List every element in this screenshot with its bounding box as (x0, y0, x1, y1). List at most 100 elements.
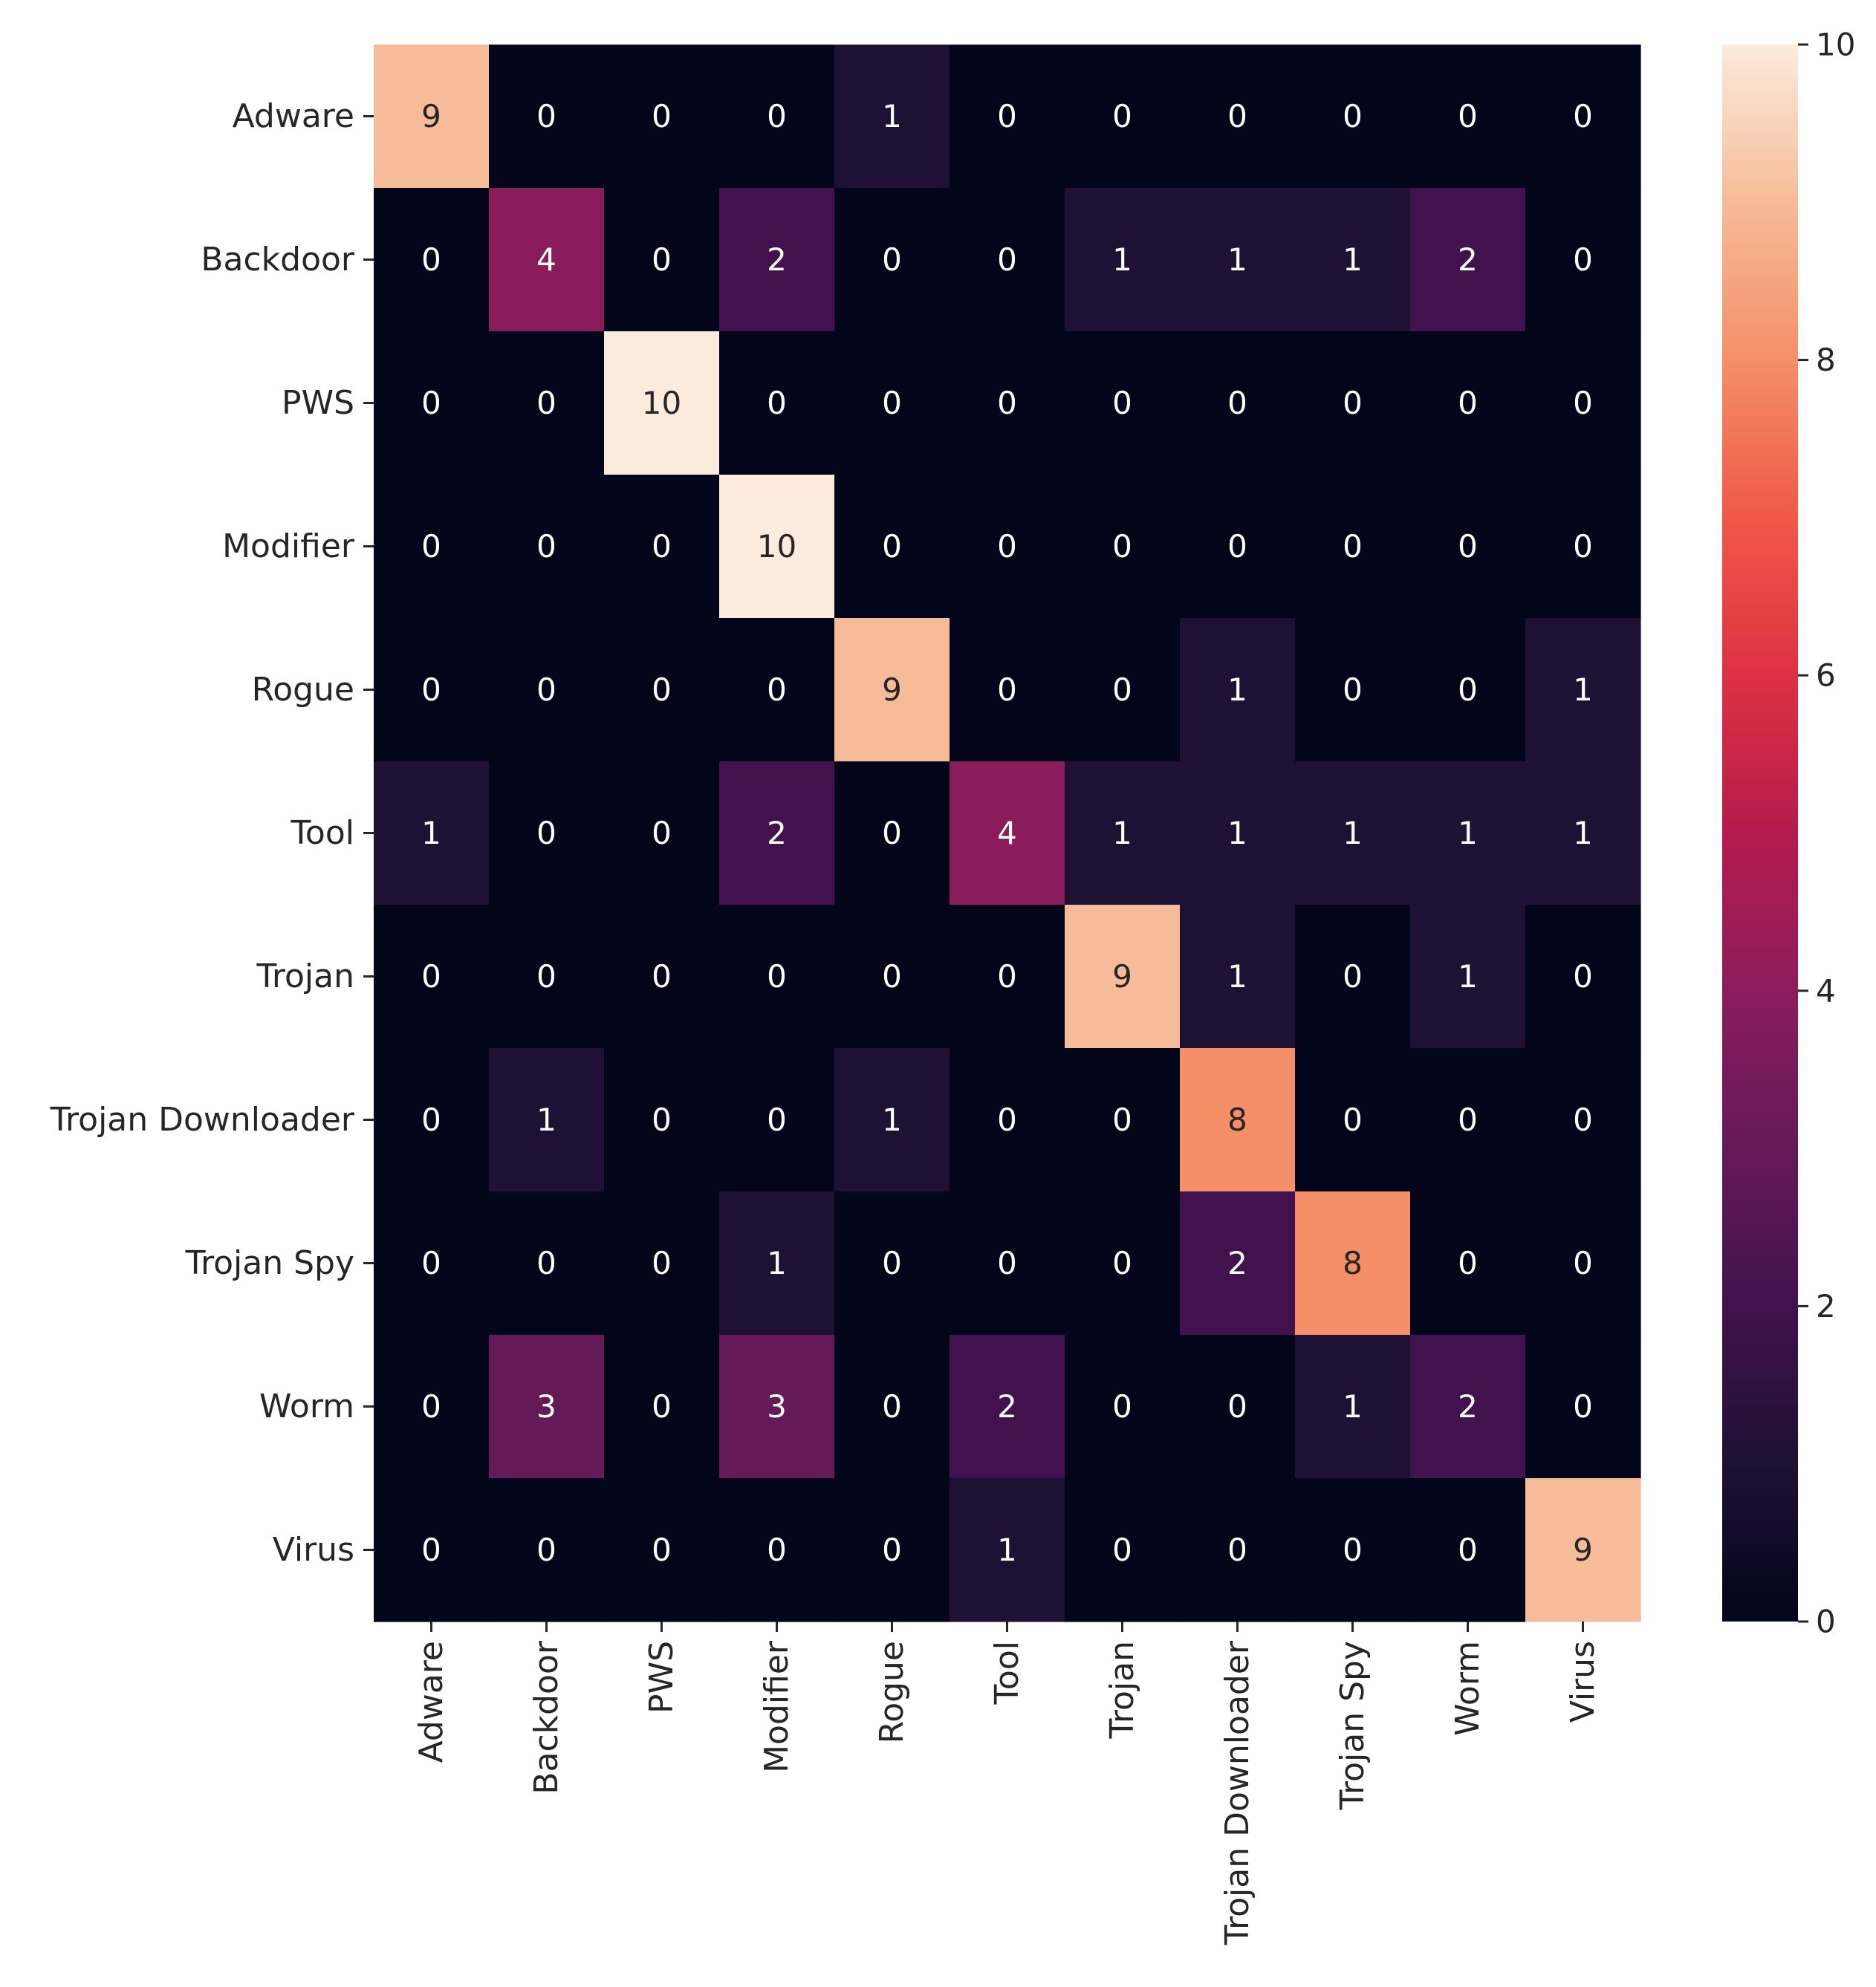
y-tick-label-4: Rogue (252, 671, 354, 709)
heatmap-cell-r3-c2 (604, 475, 720, 619)
heatmap-cell-r6-c2 (604, 905, 720, 1049)
heatmap-cell-r4-c9 (1410, 618, 1526, 762)
cell-value-r5-c7: 1 (1227, 815, 1247, 851)
heatmap-cell-r6-c6 (1065, 905, 1181, 1049)
heatmap-cell-r3-c9 (1410, 475, 1526, 619)
heatmap-cell-r1-c10 (1525, 188, 1641, 332)
cell-value-r9-c0: 0 (421, 1388, 441, 1425)
cell-value-r4-c3: 0 (767, 671, 787, 708)
heatmap-cell-r3-c6 (1065, 475, 1181, 619)
heatmap-cell-r3-c3 (719, 475, 835, 619)
heatmap-cell-r1-c8 (1295, 188, 1411, 332)
heatmap-cell-r9-c7 (1180, 1335, 1296, 1479)
cell-value-r9-c9: 2 (1458, 1388, 1478, 1425)
cell-value-r10-c6: 0 (1112, 1532, 1132, 1568)
cell-value-r9-c1: 3 (536, 1388, 556, 1425)
cell-value-r1-c9: 2 (1458, 241, 1478, 278)
cell-value-r4-c7: 1 (1227, 671, 1247, 708)
heatmap-cell-r10-c5 (950, 1478, 1065, 1622)
heatmap-cell-r3-c8 (1295, 475, 1411, 619)
y-tick-label-8: Trojan Spy (185, 1244, 354, 1282)
heatmap-cell-r6-c1 (489, 905, 605, 1049)
x-tick-label-0: Adware (412, 1641, 450, 1763)
cell-value-r3-c0: 0 (421, 528, 441, 565)
y-tick-label-3: Modifier (222, 527, 355, 565)
y-tick-label-9: Worm (259, 1388, 354, 1425)
heatmap-cell-r7-c7 (1180, 1048, 1296, 1192)
cell-value-r10-c5: 1 (997, 1532, 1017, 1568)
heatmap-cell-r0-c0 (374, 45, 490, 189)
heatmap-cell-r4-c6 (1065, 618, 1181, 762)
cell-value-r4-c9: 0 (1458, 671, 1478, 708)
cell-value-r5-c2: 0 (652, 815, 672, 851)
cell-value-r1-c6: 1 (1112, 241, 1132, 278)
cell-value-r8-c2: 0 (652, 1245, 672, 1281)
heatmap-cells (374, 45, 1641, 1622)
x-tick-label-8: Trojan Spy (1334, 1641, 1372, 1810)
x-tick-label-9: Worm (1449, 1641, 1487, 1736)
cell-value-r2-c1: 0 (536, 385, 556, 421)
cell-value-r5-c8: 1 (1343, 815, 1363, 851)
heatmap-cell-r4-c8 (1295, 618, 1411, 762)
heatmap-cell-r9-c10 (1525, 1335, 1641, 1479)
heatmap-cell-r7-c1 (489, 1048, 605, 1192)
heatmap-cell-r5-c7 (1180, 761, 1296, 905)
cell-value-r7-c6: 0 (1112, 1102, 1132, 1138)
cell-value-r6-c0: 0 (421, 958, 441, 995)
cell-value-r8-c8: 8 (1343, 1245, 1363, 1281)
heatmap-cell-r5-c1 (489, 761, 605, 905)
heatmap-cell-r3-c7 (1180, 475, 1296, 619)
cell-value-r6-c5: 0 (997, 958, 1017, 995)
heatmap-cell-r2-c10 (1525, 331, 1641, 475)
heatmap-cell-r2-c0 (374, 331, 490, 475)
heatmap-cell-r10-c2 (604, 1478, 720, 1622)
cell-value-r4-c4: 9 (882, 671, 902, 708)
cell-value-r7-c4: 1 (882, 1102, 902, 1138)
heatmap-cell-r5-c0 (374, 761, 490, 905)
cell-value-r0-c7: 0 (1227, 98, 1247, 134)
cell-value-r5-c3: 2 (767, 815, 787, 851)
heatmap-cell-r8-c4 (834, 1191, 950, 1336)
cell-value-r9-c2: 0 (652, 1388, 672, 1425)
cell-value-r7-c3: 0 (767, 1102, 787, 1138)
heatmap-cell-r9-c1 (489, 1335, 605, 1479)
cell-value-r2-c5: 0 (997, 385, 1017, 421)
heatmap-cell-r0-c9 (1410, 45, 1526, 189)
heatmap-cell-r5-c10 (1525, 761, 1641, 905)
heatmap-cell-r10-c8 (1295, 1478, 1411, 1622)
x-tick-label-4: Rogue (873, 1641, 911, 1743)
cell-value-r10-c1: 0 (536, 1532, 556, 1568)
cell-value-r8-c7: 2 (1227, 1245, 1247, 1281)
cell-value-r4-c5: 0 (997, 671, 1017, 708)
heatmap-cell-r1-c4 (834, 188, 950, 332)
heatmap-cell-r5-c4 (834, 761, 950, 905)
heatmap-cell-r2-c6 (1065, 331, 1181, 475)
heatmap-cell-r2-c1 (489, 331, 605, 475)
cell-value-r6-c10: 0 (1573, 958, 1593, 995)
cell-value-r7-c7: 8 (1227, 1102, 1247, 1138)
heatmap-cell-r2-c3 (719, 331, 835, 475)
heatmap-cell-r6-c0 (374, 905, 490, 1049)
cell-value-r1-c3: 2 (767, 241, 787, 278)
cell-value-r6-c4: 0 (882, 958, 902, 995)
heatmap-cell-r9-c4 (834, 1335, 950, 1479)
cell-value-r9-c4: 0 (882, 1388, 902, 1425)
heatmap-cell-r1-c9 (1410, 188, 1526, 332)
heatmap-cell-r0-c3 (719, 45, 835, 189)
heatmap-cell-r0-c4 (834, 45, 950, 189)
cell-value-r1-c10: 0 (1573, 241, 1593, 278)
x-tick-label-10: Virus (1564, 1641, 1602, 1723)
heatmap-cell-r1-c1 (489, 188, 605, 332)
cell-value-r8-c1: 0 (536, 1245, 556, 1281)
heatmap-cell-r2-c8 (1295, 331, 1411, 475)
heatmap-cell-r1-c7 (1180, 188, 1296, 332)
heatmap-cell-r9-c0 (374, 1335, 490, 1479)
heatmap-cell-r6-c9 (1410, 905, 1526, 1049)
cell-value-r0-c1: 0 (536, 98, 556, 134)
heatmap-cell-r10-c10 (1525, 1478, 1641, 1622)
cell-value-r10-c4: 0 (882, 1532, 902, 1568)
cell-value-r10-c2: 0 (652, 1532, 672, 1568)
y-tick-label-2: PWS (282, 384, 354, 422)
cell-value-r1-c0: 0 (421, 241, 441, 278)
